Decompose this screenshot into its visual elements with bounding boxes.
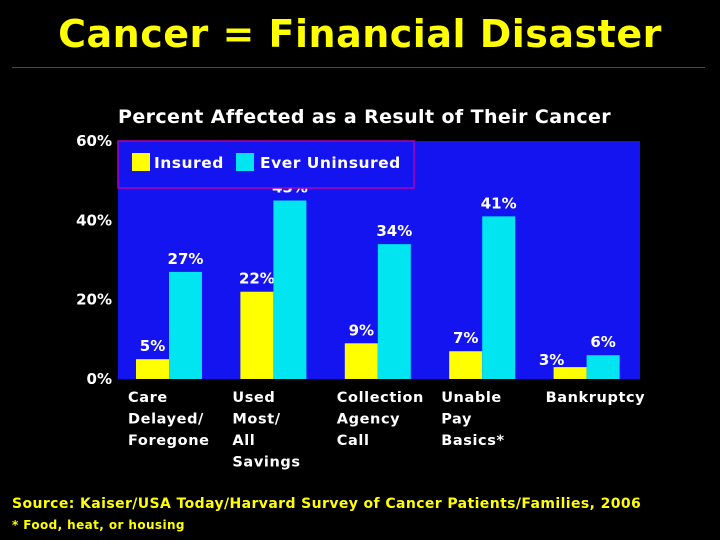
legend-box xyxy=(117,140,415,189)
category-label: Most/ xyxy=(232,412,280,428)
data-label: 41% xyxy=(481,194,517,212)
category-label: Care xyxy=(128,390,168,406)
bar-uninsured xyxy=(482,216,516,379)
category-label: Foregone xyxy=(128,433,210,449)
category-label: Agency xyxy=(337,412,400,428)
legend-label-uninsured: Ever Uninsured xyxy=(260,154,401,172)
category-label: All xyxy=(232,433,255,449)
page-title: Cancer = Financial Disaster xyxy=(58,12,662,56)
legend-swatch-insured xyxy=(132,153,150,171)
bar-insured xyxy=(449,351,483,379)
bar-uninsured xyxy=(586,355,620,379)
footnote: * Food, heat, or housing xyxy=(12,518,185,532)
bar-insured xyxy=(553,367,587,379)
category-label: Savings xyxy=(232,455,300,471)
legend-label-insured: Insured xyxy=(154,154,224,172)
data-label: 6% xyxy=(590,333,615,351)
y-tick-label: 60% xyxy=(76,132,112,150)
legend-swatch-uninsured xyxy=(236,153,254,171)
category-label: Used xyxy=(232,390,275,406)
bar-uninsured xyxy=(377,244,411,379)
category-label: Basics* xyxy=(441,433,504,449)
bar-uninsured xyxy=(273,200,307,379)
source-note: Source: Kaiser/USA Today/Harvard Survey … xyxy=(12,496,642,512)
category-label: Bankruptcy xyxy=(546,390,646,406)
chart-title: Percent Affected as a Result of Their Ca… xyxy=(118,106,612,128)
category-label: Call xyxy=(337,433,370,449)
data-label: 9% xyxy=(349,321,374,339)
bar-insured xyxy=(240,291,274,379)
y-tick-label: 20% xyxy=(76,291,112,309)
category-label: Delayed/ xyxy=(128,412,204,428)
bar-insured xyxy=(136,359,169,379)
bar-insured xyxy=(344,343,378,379)
data-label: 22% xyxy=(239,270,275,288)
data-label: 27% xyxy=(168,250,204,268)
y-tick-label: 0% xyxy=(87,370,112,388)
data-label: 5% xyxy=(140,337,165,355)
title-divider xyxy=(12,67,705,68)
bar-uninsured xyxy=(169,271,202,379)
data-label: 34% xyxy=(376,222,412,240)
category-label: Unable xyxy=(441,390,502,406)
category-label: Collection xyxy=(337,390,424,406)
category-label: Pay xyxy=(441,412,472,428)
data-label: 7% xyxy=(453,329,478,347)
data-label: 3% xyxy=(539,351,564,369)
y-tick-label: 40% xyxy=(76,211,112,229)
